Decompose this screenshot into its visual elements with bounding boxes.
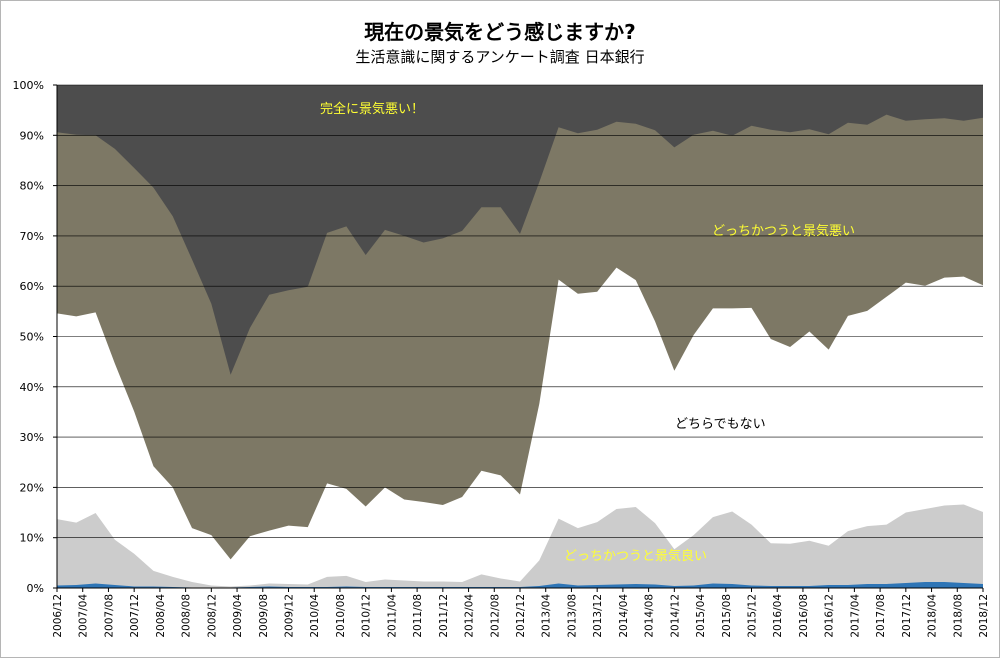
y-tick-label: 40% — [20, 381, 44, 394]
x-tick-label: 2008/08 — [181, 594, 193, 638]
gridlines — [57, 84, 983, 539]
x-tick-label: 2015/08 — [721, 594, 733, 638]
area-2 — [57, 267, 983, 588]
y-axis-ticks: 0% 10% 20% 30% 40% 50% 60% 70% 80% 90% 100% — [13, 79, 57, 595]
x-tick-label: 2012/04 — [464, 594, 476, 638]
x-tick-label: 2015/12 — [747, 594, 759, 638]
y-tick-label: 20% — [20, 481, 44, 494]
y-tick-label: 70% — [20, 230, 44, 243]
x-tick-label: 2016/12 — [824, 594, 836, 638]
x-tick-label: 2017/12 — [901, 594, 913, 638]
x-tick-label: 2007/04 — [78, 594, 90, 638]
x-tick-label: 2010/08 — [335, 594, 347, 638]
x-tick-label: 2010/04 — [309, 594, 321, 638]
x-tick-label: 2018/04 — [927, 594, 939, 638]
x-tick-label: 2015/04 — [695, 594, 707, 638]
x-tick-label: 2013/08 — [566, 594, 578, 638]
x-tick-label: 2009/04 — [232, 594, 244, 638]
x-tick-label: 2016/08 — [798, 594, 810, 638]
y-tick-label: 80% — [20, 180, 44, 193]
x-tick-label: 2018/12 — [978, 594, 990, 638]
x-tick-label: 2010/12 — [361, 594, 373, 638]
y-tick-label: 50% — [20, 331, 44, 344]
x-tick-label: 2007/08 — [103, 594, 115, 638]
x-tick-label: 2017/08 — [875, 594, 887, 638]
annotation-somewhat-good: どっちかつうと景気良い — [564, 548, 707, 564]
area-1 — [57, 504, 983, 588]
x-tick-label: 2018/08 — [952, 594, 964, 638]
series-annotations: 完全に景気悪い！ どっちかつうと景気悪い どちらでもない どっちかつうと景気良い — [320, 101, 855, 564]
x-tick-label: 2017/04 — [849, 594, 861, 638]
x-tick-label: 2008/12 — [206, 594, 218, 638]
x-tick-label: 2007/12 — [129, 594, 141, 638]
x-tick-label: 2016/04 — [772, 594, 784, 638]
annotation-somewhat-bad: どっちかつうと景気悪い — [712, 223, 855, 239]
x-tick-label: 2012/08 — [489, 594, 501, 638]
x-tick-label: 2011/08 — [412, 594, 424, 638]
x-tick-label: 2011/12 — [438, 594, 450, 638]
x-tick-label: 2013/12 — [592, 594, 604, 638]
chart-subtitle: 生活意識に関するアンケート調査 日本銀行 — [355, 48, 645, 66]
x-tick-label: 2009/08 — [258, 594, 270, 638]
x-tick-label: 2014/12 — [669, 594, 681, 638]
x-tick-label: 2009/12 — [284, 594, 296, 638]
x-tick-label: 2011/04 — [386, 594, 398, 638]
x-tick-label: 2013/04 — [541, 594, 553, 638]
x-tick-label: 2006/12 — [52, 594, 64, 638]
x-axis-ticks: 2006/12 2007/04 2007/08 2007/12 2008/04 2008/… — [52, 588, 990, 638]
annotation-completely-bad: 完全に景気悪い！ — [320, 101, 424, 117]
y-tick-label: 100% — [13, 79, 44, 92]
annotation-neutral: どちらでもない — [675, 417, 766, 432]
x-tick-label: 2014/08 — [644, 594, 656, 638]
y-tick-label: 10% — [20, 532, 44, 545]
x-tick-label: 2012/12 — [515, 594, 527, 638]
y-tick-label: 30% — [20, 431, 44, 444]
chart-title: 現在の景気をどう感じますか? — [364, 20, 636, 44]
y-tick-label: 0% — [27, 582, 44, 595]
x-tick-label: 2008/04 — [155, 594, 167, 638]
x-tick-label: 2014/04 — [618, 594, 630, 638]
y-tick-label: 90% — [20, 129, 44, 142]
y-tick-label: 60% — [20, 280, 44, 293]
area-0 — [57, 581, 983, 588]
